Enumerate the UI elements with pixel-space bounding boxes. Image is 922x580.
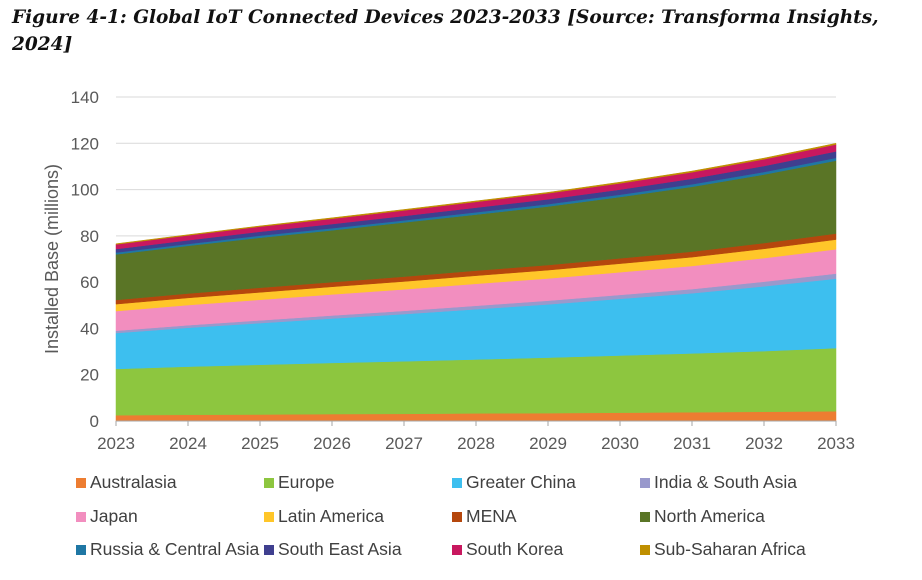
y-tick-label: 20 (80, 366, 99, 385)
legend-swatch (76, 544, 86, 555)
legend-item-greater-china: Greater China (452, 472, 576, 493)
legend-item-europe: Europe (264, 472, 334, 493)
x-tick-label: 2029 (529, 434, 567, 453)
x-tick-label: 2033 (817, 434, 855, 453)
x-tick-label: 2027 (385, 434, 423, 453)
figure-title: Figure 4-1: Global IoT Connected Devices… (12, 7, 879, 55)
legend-item-south-east-asia: South East Asia (264, 539, 402, 560)
legend-item-russia-and-central-asia: Russia & Central Asia (76, 539, 259, 560)
area-series (115, 142, 837, 422)
legend-label: Greater China (466, 472, 576, 492)
x-tick-label: 2028 (457, 434, 495, 453)
legend-swatch (76, 477, 86, 488)
legend-swatch (452, 511, 462, 522)
legend-label: MENA (466, 506, 517, 526)
legend-swatch (452, 544, 462, 555)
legend-item-sub-saharan-africa: Sub-Saharan Africa (640, 539, 806, 560)
y-axis-title: Installed Base (millions) (42, 164, 62, 354)
legend-swatch (640, 477, 650, 488)
legend-swatch (264, 511, 274, 522)
stacked-area-chart: 0 20 40 60 80 100 120 140 2023 2024 2025 2026 2027 20… (42, 88, 855, 453)
legend-label: South East Asia (278, 539, 402, 559)
legend-label: Latin America (278, 506, 385, 526)
legend-item-south-korea: South Korea (452, 539, 563, 560)
y-tick-label: 140 (71, 88, 99, 107)
y-tick-label: 60 (80, 273, 99, 292)
legend-swatch (640, 544, 650, 555)
x-tick-label: 2032 (745, 434, 783, 453)
legend-label: North America (654, 506, 765, 526)
x-tick-label: 2031 (673, 434, 711, 453)
y-tick-label: 120 (71, 134, 99, 153)
x-tick-label: 2025 (241, 434, 279, 453)
legend-item-japan: Japan (76, 506, 138, 527)
legend-label: Sub-Saharan Africa (654, 539, 806, 559)
legend-swatch (76, 511, 86, 522)
legend-swatch (264, 544, 274, 555)
y-tick-label: 40 (80, 319, 99, 338)
legend-item-north-america: North America (640, 506, 765, 527)
x-tick-label: 2030 (601, 434, 639, 453)
legend-item-australasia: Australasia (76, 472, 177, 493)
area-sub-saharan-africa (115, 142, 837, 245)
legend-label: Russia & Central Asia (90, 539, 260, 559)
legend-item-mena: MENA (452, 506, 517, 527)
legend-swatch (640, 511, 650, 522)
legend-label: South Korea (466, 539, 564, 559)
legend-swatch (264, 477, 274, 488)
x-tick-label: 2023 (97, 434, 135, 453)
legend-label: India & South Asia (654, 472, 798, 492)
x-tick-label: 2026 (313, 434, 351, 453)
y-tick-label: 80 (80, 227, 99, 246)
legend-label: Australasia (90, 472, 177, 492)
legend-label: Europe (278, 472, 335, 492)
y-tick-label: 100 (71, 181, 99, 200)
axes: 0 20 40 60 80 100 120 140 2023 2024 2025 2026 2027 20… (71, 88, 855, 453)
y-tick-label: 0 (90, 412, 99, 431)
x-tick-label: 2024 (169, 434, 207, 453)
legend-swatch (452, 477, 462, 488)
legend-item-india-and-south-asia: India & South Asia (640, 472, 797, 493)
legend-label: Japan (90, 506, 138, 526)
legend-item-latin-america: Latin America (264, 506, 384, 527)
